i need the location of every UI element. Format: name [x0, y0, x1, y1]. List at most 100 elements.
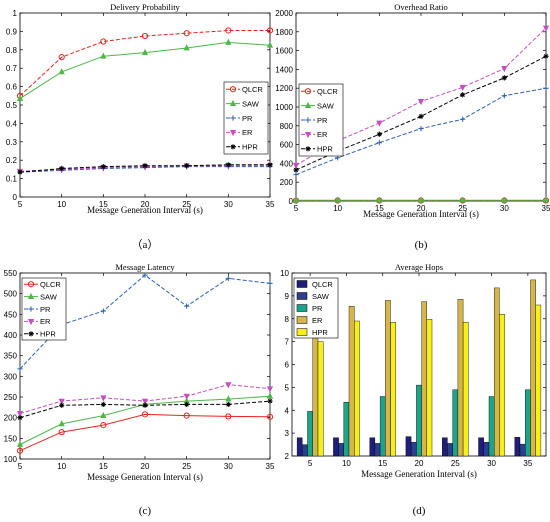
data-point-saw — [417, 196, 425, 203]
x-tick-label: 5 — [18, 462, 23, 471]
bar-saw — [374, 443, 381, 457]
bar-qlcr — [478, 437, 484, 457]
legend-swatch — [296, 328, 308, 336]
bar-saw — [447, 443, 453, 457]
data-point-saw — [58, 68, 65, 75]
data-point-er — [459, 84, 466, 92]
panel-caption: (c) — [139, 505, 152, 517]
x-tick-label: 30 — [500, 204, 509, 213]
x-axis-label: Message Generation Interval (s) — [363, 209, 479, 219]
legend-marker — [230, 144, 236, 150]
data-point-hpr — [17, 169, 23, 175]
x-tick-label: 35 — [523, 459, 532, 468]
x-tick-label: 5 — [18, 200, 23, 209]
data-point-hpr — [460, 92, 466, 98]
data-point-pr — [225, 275, 231, 281]
legend-swatch — [296, 316, 308, 324]
data-point-saw — [58, 420, 65, 427]
data-point-hpr — [100, 401, 106, 408]
data-point-hpr — [225, 401, 231, 408]
legend-swatch — [296, 304, 308, 312]
data-point-qlcr — [225, 413, 232, 420]
y-tick-label: 0 — [13, 193, 18, 202]
x-tick-label: 30 — [487, 459, 496, 468]
y-tick-label: 350 — [4, 352, 18, 361]
data-point-pr — [501, 93, 507, 99]
data-point-qlcr — [183, 412, 190, 419]
legend-label: SAW — [312, 292, 330, 301]
x-tick-label: 15 — [378, 459, 387, 468]
x-tick-label: 25 — [182, 200, 191, 209]
y-tick-label: 600 — [280, 141, 294, 150]
bar-er — [530, 279, 536, 457]
data-point-qlcr — [141, 32, 149, 40]
bar-er — [312, 327, 319, 457]
data-point-saw — [459, 196, 466, 203]
x-tick-label: 15 — [375, 204, 384, 213]
data-point-er — [542, 25, 550, 32]
y-tick-label: 0.2 — [6, 156, 18, 165]
bar-qlcr — [333, 437, 339, 457]
bar-pr — [379, 396, 386, 457]
data-point-hpr — [267, 162, 273, 168]
data-point-pr — [418, 126, 424, 132]
data-point-qlcr — [266, 27, 274, 34]
data-point-hpr — [142, 402, 148, 408]
data-point-saw — [225, 395, 232, 402]
panel-b: 0 200 400 600 800 1000 1200 1400 1600 1800 2000 5 10… — [275, 2, 550, 251]
legend-marker — [229, 99, 237, 106]
x-tick-label: 5 — [294, 204, 299, 213]
data-point-hpr — [184, 401, 190, 408]
y-tick-label: 0.7 — [6, 64, 18, 73]
data-point-qlcr — [100, 38, 107, 45]
data-point-hpr — [17, 415, 23, 421]
legend-label: SAW — [317, 101, 335, 110]
y-tick-label: 0 — [289, 197, 294, 206]
y-tick-label: 2 — [285, 452, 290, 461]
data-point-saw — [183, 44, 190, 51]
bar-saw — [338, 443, 345, 457]
y-tick-label: 550 — [4, 269, 18, 278]
bar-saw — [302, 444, 308, 457]
y-tick-label: 200 — [4, 414, 18, 423]
y-tick-label: 1400 — [275, 65, 293, 74]
panel-c: 100 150 200 250 300 350 400 450 500 550 5 10 15 20 25 3… — [4, 262, 275, 517]
chart-title: Overhead Ratio — [394, 2, 448, 12]
bar-qlcr — [442, 437, 448, 457]
bar-hpr — [354, 320, 360, 457]
bar-hpr — [499, 314, 505, 457]
y-tick-label: 400 — [4, 331, 18, 340]
data-point-hpr — [59, 165, 65, 172]
x-tick-label: 10 — [342, 459, 351, 468]
legend-marker — [229, 130, 237, 137]
data-point-saw — [225, 38, 232, 45]
legend-label: HPR — [312, 328, 328, 337]
data-point-pr — [293, 172, 299, 178]
x-tick-label: 35 — [542, 204, 550, 213]
y-tick-label: 3 — [285, 429, 290, 438]
panel-caption: (b) — [415, 239, 428, 251]
data-point-hpr — [59, 402, 65, 408]
chart-title: Message Latency — [115, 262, 175, 272]
legend-label: SAW — [40, 292, 58, 301]
bar-er — [494, 287, 500, 457]
data-point-qlcr — [141, 411, 149, 418]
panel-caption: （a） — [132, 238, 159, 251]
bar-pr — [488, 396, 495, 457]
legend-marker — [229, 86, 237, 93]
y-tick-label: 1200 — [275, 84, 293, 93]
data-point-er — [141, 398, 149, 405]
data-point-qlcr — [58, 429, 65, 436]
x-tick-label: 10 — [57, 462, 66, 471]
data-point-saw — [100, 52, 107, 59]
data-point-saw — [376, 196, 383, 203]
data-point-er — [100, 395, 107, 402]
data-point-saw — [141, 48, 149, 55]
y-tick-label: 100 — [4, 455, 18, 464]
y-tick-label: 1 — [13, 9, 18, 18]
data-point-er — [376, 120, 383, 127]
data-point-hpr — [142, 163, 148, 169]
data-point-er — [183, 393, 190, 400]
bar-pr — [307, 411, 313, 457]
data-point-pr — [17, 366, 23, 372]
